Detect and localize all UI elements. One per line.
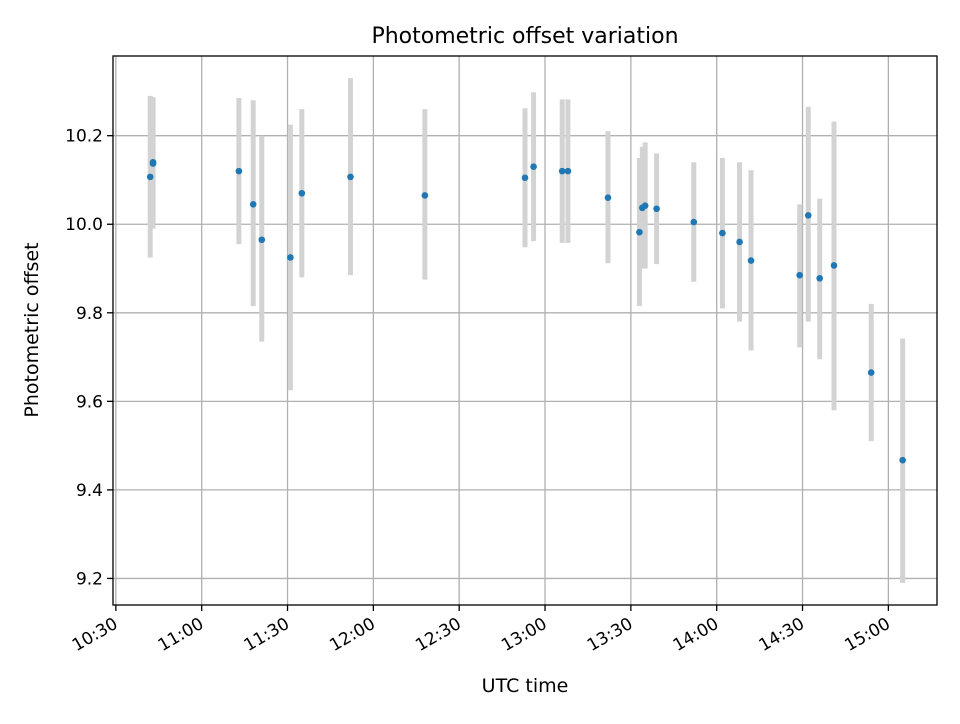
y-tick-label: 10.2 <box>65 127 103 147</box>
data-point <box>816 274 823 282</box>
data-point <box>604 194 612 201</box>
y-axis-label: Photometric offset <box>21 242 43 417</box>
y-tick-label: 9.2 <box>76 569 103 589</box>
data-point <box>830 262 838 269</box>
data-point <box>146 173 154 181</box>
plot-frame <box>112 55 938 606</box>
data-point <box>796 271 803 279</box>
data-point <box>258 236 266 244</box>
data-point <box>249 201 257 208</box>
data-point <box>149 160 157 167</box>
data-point <box>347 173 354 181</box>
data-point <box>298 189 306 197</box>
data-point <box>867 369 875 376</box>
data-point <box>899 456 906 464</box>
y-tick-label: 9.4 <box>76 481 103 501</box>
data-point <box>736 238 743 246</box>
data-point <box>636 228 643 236</box>
y-tick-label: 9.6 <box>76 392 103 412</box>
data-point <box>287 254 294 261</box>
data-point <box>719 229 726 237</box>
data-point <box>804 212 812 219</box>
y-axis-ticks: 9.2 9.4 9.6 9.8 10.0 10.2 <box>65 127 113 589</box>
data-point <box>530 163 537 170</box>
data-point <box>521 174 529 182</box>
data-point <box>564 167 572 175</box>
data-point <box>641 202 649 209</box>
data-points <box>146 158 906 464</box>
chart-title: Photometric offset variation <box>371 24 678 49</box>
data-point <box>558 167 566 175</box>
data-point <box>747 257 755 264</box>
y-tick-label: 9.8 <box>76 304 103 324</box>
data-point <box>690 218 698 226</box>
x-axis-label: UTC time <box>482 675 569 697</box>
data-point <box>421 192 429 199</box>
y-tick-label: 10.0 <box>65 215 103 235</box>
data-point <box>235 167 243 175</box>
data-point <box>653 205 660 213</box>
